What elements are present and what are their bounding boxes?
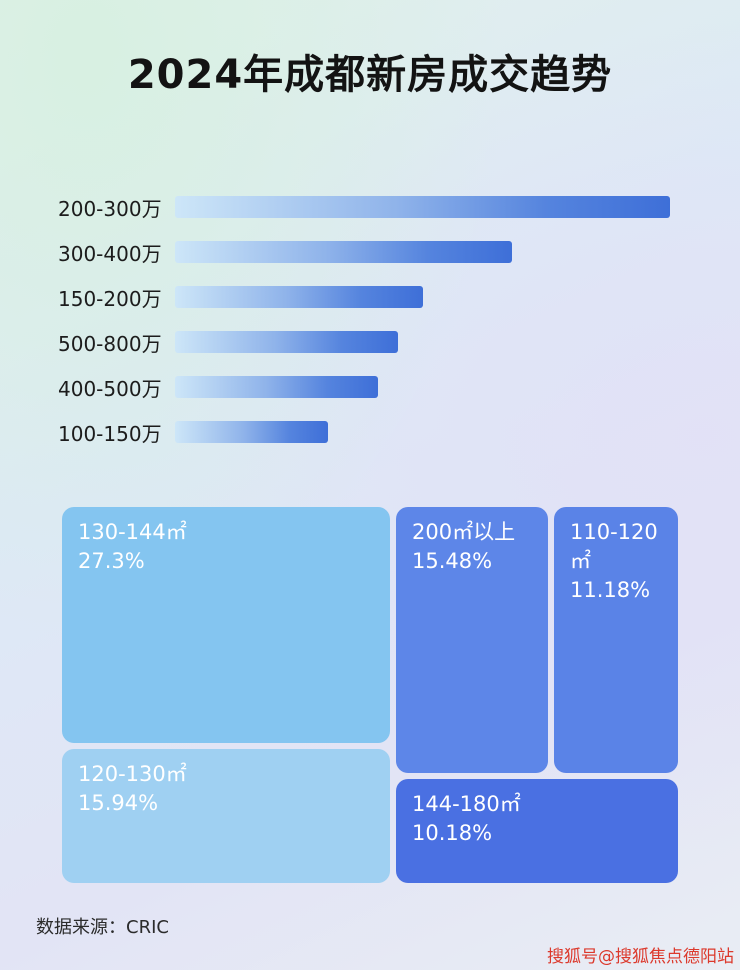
bar-label: 200-300万 [58, 196, 162, 221]
bar-track [175, 286, 670, 308]
bar-row: 200-300万 [58, 196, 670, 221]
treemap-block-130-144: 130-144㎡ 27.3% [62, 507, 390, 743]
bar-fill [175, 196, 670, 218]
bar-fill [175, 241, 512, 263]
page-title: 2024年成都新房成交趋势 [127, 52, 613, 98]
bar-label: 500-800万 [58, 331, 162, 356]
treemap-block-label: 200㎡以上 [412, 520, 516, 544]
treemap-block-label: 130-144㎡ [78, 520, 187, 544]
bar-track [175, 421, 670, 443]
treemap-block-120-130: 120-130㎡ 15.94% [62, 749, 390, 883]
treemap-block-110-120: 110-120㎡ 11.18% [554, 507, 678, 773]
treemap-block-percent: 11.18% [570, 577, 651, 602]
treemap-block-percent: 15.48% [412, 548, 493, 573]
data-source-note: 数据来源：CRIC [36, 917, 169, 938]
bar-row: 500-800万 [58, 331, 670, 356]
treemap-block-percent: 10.18% [412, 820, 493, 845]
bar-fill [175, 286, 423, 308]
bar-label: 400-500万 [58, 376, 162, 401]
bar-chart: 200-300万 300-400万 150-200万 500-800万 400-… [58, 196, 670, 446]
bar-row: 100-150万 [58, 421, 670, 446]
bar-label: 150-200万 [58, 286, 162, 311]
bar-label: 300-400万 [58, 241, 162, 266]
bar-track [175, 196, 670, 218]
bar-fill [175, 331, 398, 353]
bar-track [175, 241, 670, 263]
bar-track [175, 331, 670, 353]
bar-row: 400-500万 [58, 376, 670, 401]
treemap-block-percent: 27.3% [78, 548, 145, 573]
treemap-block-label: 120-130㎡ [78, 762, 187, 786]
watermark: 搜狐号@搜狐焦点德阳站 [547, 947, 734, 967]
treemap-block-label: 110-120㎡ [570, 520, 658, 573]
treemap-block-label: 144-180㎡ [412, 792, 521, 816]
bar-row: 150-200万 [58, 286, 670, 311]
treemap-block-200-plus: 200㎡以上 15.48% [396, 507, 548, 773]
bar-track [175, 376, 670, 398]
bar-row: 300-400万 [58, 241, 670, 266]
bar-fill [175, 421, 329, 443]
bar-label: 100-150万 [58, 421, 162, 446]
treemap-block-percent: 15.94% [78, 790, 159, 815]
treemap-block-144-180: 144-180㎡ 10.18% [396, 779, 678, 883]
bar-fill [175, 376, 378, 398]
treemap: 130-144㎡ 27.3% 200㎡以上 15.48% 110-120㎡ 11… [62, 507, 678, 883]
